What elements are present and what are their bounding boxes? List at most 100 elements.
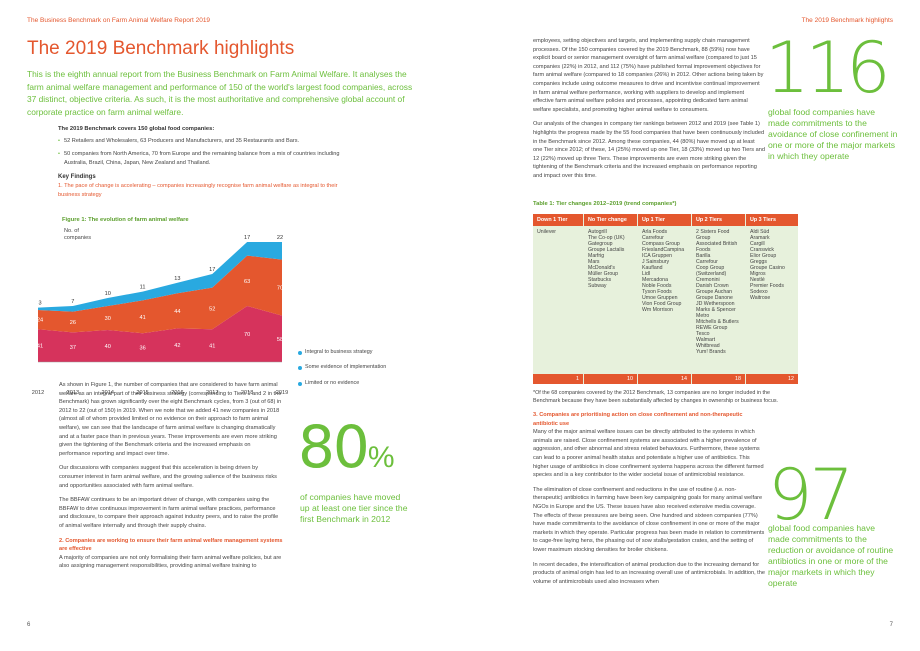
table-cell: Migros — [750, 271, 766, 277]
table-total-up-2: 18 — [692, 374, 745, 384]
table-cell: Marks & Spencer — [696, 307, 736, 313]
table-cell: ICA Gruppen — [642, 253, 672, 259]
body-paragraph: As shown in Figure 1, the number of comp… — [59, 382, 282, 457]
table-cell: J Sainsbury — [642, 259, 670, 265]
table-cell: Müller Group — [588, 271, 618, 277]
table-cell: Tesco — [696, 331, 710, 337]
table-cell: Barilla — [696, 253, 711, 259]
section-3-text: 3. Companies are prioritising action on … — [533, 411, 765, 592]
table-cell: Umoe Gruppen — [642, 295, 678, 301]
table-cell: Coop Group (Switzerland) — [696, 265, 727, 277]
section-2-heading: 2. Companies are working to ensure their… — [59, 537, 283, 554]
body-paragraph: Our discussions with companies suggest t… — [59, 465, 277, 489]
table-total-no-change: 10 — [584, 374, 637, 384]
data-label: 70 — [277, 286, 283, 292]
table-cell: Sodexo — [750, 289, 768, 295]
coverage-item: 52 Retailers and Wholesalers, 63 Produce… — [58, 137, 340, 146]
data-label: 70 — [244, 332, 250, 338]
table-cell: Metro — [696, 313, 710, 319]
table-cell: Tyson Foods — [642, 289, 672, 295]
table-cell: Carrefour — [642, 235, 664, 241]
stat-97-caption: global food companies have made commitme… — [768, 523, 894, 588]
intro-paragraph: This is the eighth annual report from th… — [27, 69, 413, 117]
body-paragraph: employees, setting objectives and target… — [533, 38, 764, 113]
body-paragraph: The BBFAW continues to be an important d… — [59, 497, 279, 529]
table-cell: Danish Crown — [696, 283, 729, 289]
legend-label-limited: Limited or no evidence — [305, 380, 360, 386]
section-3-number: 3. — [533, 412, 538, 418]
table-cell: Noble Foods — [642, 283, 672, 289]
body-paragraph: In recent decades, the intensification o… — [533, 561, 765, 585]
x-tick-label: 2016 — [171, 390, 183, 396]
x-tick-label: 2013 — [67, 390, 79, 396]
series-area-2 — [38, 242, 282, 312]
table-title: Table 1: Tier changes 2012–2019 (trend c… — [533, 201, 677, 207]
table-header-down-1: Down 1 Tier — [533, 214, 583, 226]
data-label: 37 — [70, 345, 76, 351]
table-cell: The Co-op (UK) — [588, 235, 625, 241]
right-top-text: employees, setting objectives and target… — [533, 37, 765, 187]
table-cell: Starbucks — [588, 277, 612, 283]
table-cell: Compass Group — [642, 241, 680, 247]
table-column-up-2: 2 Sisters Food Group Associated British F… — [696, 229, 744, 355]
coverage-title: The 2019 Benchmark covers 150 global foo… — [58, 126, 215, 132]
table-cell: Subway — [588, 283, 607, 289]
legend-label-some-evidence: Some evidence of implementation — [305, 364, 387, 370]
table-cell: Kaufland — [642, 265, 663, 271]
table-column-up-1: Arla Foods Carrefour Compass Group Frieslan… — [642, 229, 691, 313]
running-header-left: The Business Benchmark on Farm Animal We… — [27, 17, 211, 24]
data-label: 40 — [105, 344, 111, 350]
data-label: 58 — [277, 337, 283, 343]
data-label: 41 — [37, 344, 43, 350]
stat-116-number: 116 — [765, 27, 891, 109]
x-tick-label: 2017 — [206, 390, 218, 396]
running-header-right: The 2019 Benchmark highlights — [801, 17, 893, 24]
table-cell: 2 Sisters Food Group — [696, 229, 730, 241]
table-cell: Groupe Casino — [750, 265, 785, 271]
table-cell: Whitbread — [696, 343, 720, 349]
legend-swatch-limited — [298, 382, 302, 386]
left-body-text: As shown in Figure 1, the number of comp… — [59, 381, 283, 577]
section-3-title: Companies are prioritising action on clo… — [533, 412, 743, 427]
table-cell: Wm Morrison — [642, 307, 673, 313]
table-column-down-1: Unilever — [537, 229, 583, 235]
stat-80-number: 80 — [298, 413, 370, 481]
x-tick-label: 2015 — [136, 390, 148, 396]
table-cell: Unilever — [537, 229, 557, 235]
data-label: 7 — [71, 299, 74, 305]
key-finding-1-text: The pace of change is accelerating – com… — [58, 182, 338, 198]
table-cell: Autogrill — [588, 229, 607, 235]
data-label: 24 — [37, 318, 43, 324]
table-cell: Aramark — [750, 235, 770, 241]
table-cell: Associated British Foods — [696, 241, 738, 253]
coverage-block: The 2019 Benchmark covers 150 global foo… — [58, 125, 340, 199]
table-cell: Greggs — [750, 259, 768, 265]
data-label: 22 — [277, 235, 283, 241]
table-cell: Yum! Brands — [696, 349, 726, 355]
page-number-left: 6 — [27, 622, 31, 628]
data-label: 63 — [244, 279, 250, 285]
table-cell: Vion Food Group — [642, 301, 682, 307]
table-cell: Mitchells & Butlers — [696, 319, 739, 325]
key-finding-1: 1. The pace of change is accelerating – … — [58, 182, 340, 199]
data-label: 42 — [174, 343, 180, 349]
table-total-down-1: 1 — [533, 374, 583, 384]
table-cell: Arla Foods — [642, 229, 668, 235]
data-label: 36 — [139, 346, 145, 352]
legend-label-integral: Integral to business strategy — [305, 349, 373, 355]
table-cell: Cranswick — [750, 247, 774, 253]
table-header-up-2: Up 2 Tiers — [692, 214, 745, 226]
stat-80-unit: % — [367, 441, 395, 474]
table-total-up-1: 14 — [638, 374, 691, 384]
x-tick-label: 2018 — [241, 390, 253, 396]
table-header-no-change: No Tier change — [584, 214, 637, 226]
stat-97-number: 97 — [768, 454, 854, 536]
body-paragraph: A majority of companies are not only for… — [59, 554, 282, 570]
table-header-up-3: Up 3 Tiers — [746, 214, 798, 226]
data-label: 41 — [209, 344, 215, 350]
table-cell: Waitrose — [750, 295, 771, 301]
table-cell: Cargill — [750, 241, 765, 247]
table-cell: JD Wetherspoon — [696, 301, 735, 307]
table-header-up-1: Up 1 Tier — [638, 214, 691, 226]
data-label: 41 — [139, 315, 145, 321]
